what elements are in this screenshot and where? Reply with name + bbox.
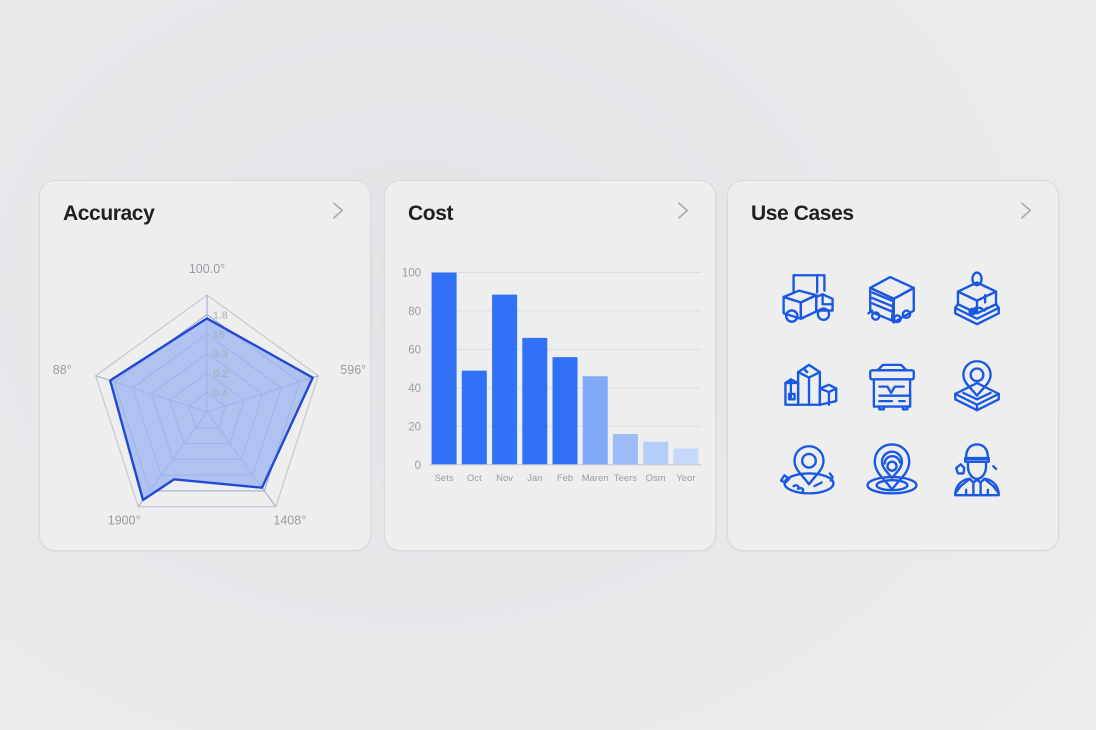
svg-text:0.4: 0.4 <box>213 388 228 400</box>
svg-text:1408°: 1408° <box>273 514 306 528</box>
svg-text:Yeor: Yeor <box>676 473 695 484</box>
svg-text:Maren: Maren <box>582 473 609 484</box>
svg-text:Nov: Nov <box>496 473 513 484</box>
svg-text:Feb: Feb <box>557 473 573 484</box>
svg-text:16: 16 <box>213 329 225 341</box>
svg-text:0.3: 0.3 <box>213 349 228 361</box>
svg-text:60: 60 <box>408 344 421 356</box>
svg-text:40: 40 <box>408 383 421 395</box>
svg-text:0.2: 0.2 <box>213 368 228 380</box>
svg-text:Osm: Osm <box>646 473 666 484</box>
svg-text:0: 0 <box>415 460 421 472</box>
svg-text:100: 100 <box>402 268 421 280</box>
svg-text:1900°: 1900° <box>108 514 141 528</box>
svg-text:88°: 88° <box>53 363 72 377</box>
svg-text:Teers: Teers <box>614 473 637 484</box>
svg-text:1.8: 1.8 <box>213 310 228 322</box>
svg-text:Sets: Sets <box>435 473 454 484</box>
svg-text:Jan: Jan <box>527 473 542 484</box>
svg-text:20: 20 <box>408 421 421 433</box>
svg-text:80: 80 <box>408 306 421 318</box>
svg-text:100.0°: 100.0° <box>189 262 225 276</box>
svg-text:Oct: Oct <box>467 473 482 484</box>
svg-text:596°: 596° <box>340 363 366 377</box>
